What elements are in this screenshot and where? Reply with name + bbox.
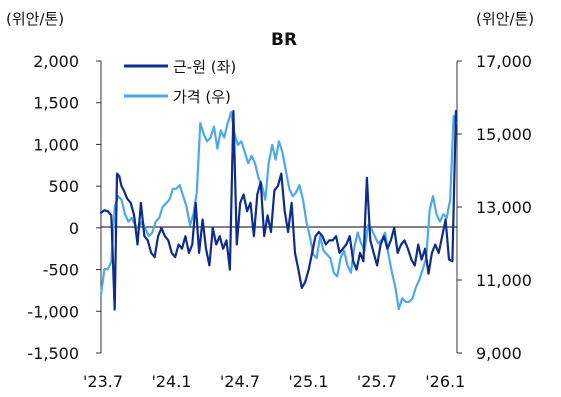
x-tick-label: '26.1 [425, 372, 465, 391]
legend-label-spread: 근-원 (좌) [173, 58, 236, 76]
x-tick-label: '23.7 [83, 372, 123, 391]
x-tick-label: '25.7 [357, 372, 397, 391]
right-axis-unit: (위안/톤) [476, 10, 534, 28]
left-tick-label: -1,500 [27, 344, 79, 363]
left-tick-label: 2,000 [33, 52, 79, 71]
left-tick-label: 1,500 [33, 94, 79, 113]
x-tick-label: '25.1 [288, 372, 328, 391]
x-axis-ticks: '23.7 '24.1 '24.7 '25.1 '25.7 '26.1 [83, 372, 465, 391]
left-tick-label: 1,000 [33, 135, 79, 154]
right-tick-label: 13,000 [476, 198, 532, 217]
left-tick-label: 500 [48, 177, 79, 196]
right-tick-label: 9,000 [476, 344, 522, 363]
left-tick-label: 0 [69, 219, 79, 238]
series-line-spread [99, 109, 457, 311]
x-tick-label: '24.1 [151, 372, 191, 391]
right-axis-ticks: 17,000 15,000 13,000 11,000 9,000 [457, 52, 532, 363]
left-axis-unit: (위안/톤) [6, 10, 64, 28]
right-tick-label: 17,000 [476, 52, 532, 71]
left-tick-label: -500 [43, 261, 79, 280]
series-layer [99, 109, 457, 311]
left-tick-label: -1,000 [27, 302, 79, 321]
series-line-price [99, 110, 457, 311]
right-tick-label: 15,000 [476, 125, 532, 144]
chart-title: BR [271, 30, 297, 50]
legend-label-price: 가격 (우) [173, 88, 231, 106]
right-tick-label: 11,000 [476, 271, 532, 290]
x-tick-label: '24.7 [220, 372, 260, 391]
legend: 근-원 (좌) 가격 (우) [124, 58, 236, 106]
left-axis-ticks: 2,000 1,500 1,000 500 0 -500 -1,000 -1,500 [27, 52, 101, 363]
